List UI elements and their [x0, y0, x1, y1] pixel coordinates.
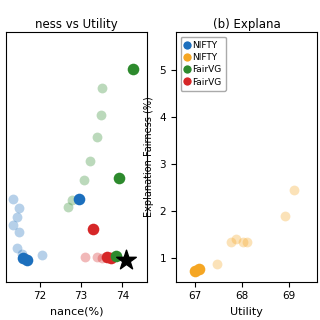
- Point: [98, 112, 103, 117]
- Legend: NIFTY, NIFTY, FairVG, FairVG: NIFTY, NIFTY, FairVG, FairVG: [180, 36, 226, 91]
- Point: [114, 253, 119, 259]
- Point: [215, 261, 220, 266]
- X-axis label: Utility: Utility: [230, 307, 263, 317]
- Point: [94, 134, 99, 139]
- X-axis label: nance(%): nance(%): [50, 307, 104, 317]
- Point: [10, 222, 15, 227]
- Title: (b) Explana: (b) Explana: [212, 18, 280, 31]
- Point: [20, 252, 25, 257]
- Point: [116, 176, 122, 181]
- Point: [87, 159, 92, 164]
- Point: [130, 67, 135, 72]
- Point: [14, 245, 19, 250]
- Point: [240, 239, 245, 244]
- Point: [100, 85, 105, 90]
- Point: [69, 197, 74, 203]
- Point: [104, 254, 109, 259]
- Point: [83, 254, 88, 259]
- Point: [14, 215, 19, 220]
- Point: [245, 239, 250, 244]
- Point: [10, 196, 15, 202]
- Point: [282, 213, 287, 218]
- Y-axis label: Explanation Fairness (%): Explanation Fairness (%): [144, 96, 154, 217]
- Point: [123, 258, 128, 263]
- Point: [82, 177, 87, 182]
- Point: [229, 239, 234, 244]
- Point: [292, 187, 297, 192]
- Title: ness vs Utility: ness vs Utility: [36, 18, 118, 31]
- Point: [192, 269, 197, 274]
- Point: [39, 252, 44, 258]
- Point: [16, 229, 21, 235]
- Point: [108, 256, 113, 261]
- Point: [25, 257, 30, 262]
- Point: [196, 267, 201, 272]
- Point: [100, 255, 105, 260]
- Point: [65, 205, 70, 210]
- Point: [234, 237, 239, 242]
- Point: [16, 206, 21, 211]
- Point: [91, 227, 96, 232]
- Point: [20, 255, 26, 260]
- Point: [22, 255, 28, 260]
- Point: [94, 255, 99, 260]
- Point: [76, 196, 81, 202]
